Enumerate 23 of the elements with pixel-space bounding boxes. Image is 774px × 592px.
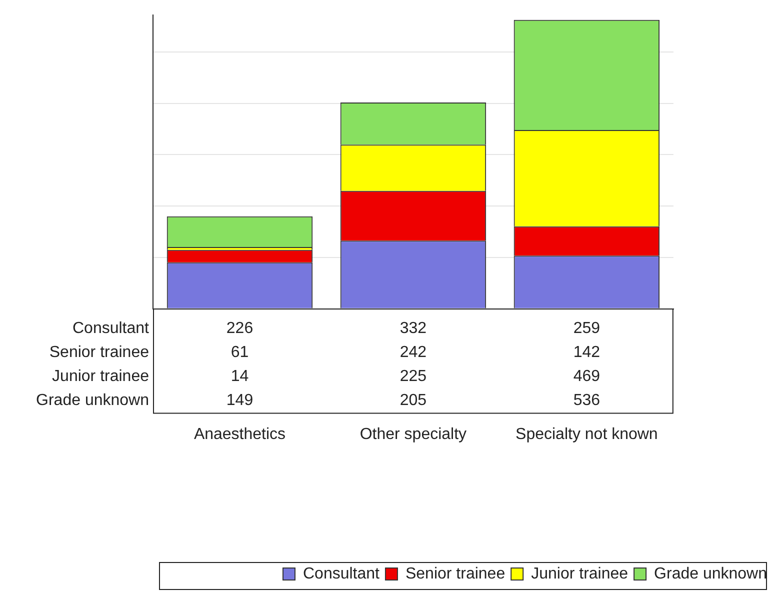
data-label: 61 [230,344,249,362]
data-label: 242 [400,344,427,362]
text: Grade unknown [36,392,149,410]
data-label: 205 [400,392,427,410]
data-label: 332 [400,320,427,338]
x-tick-label: Other specialty [360,426,467,443]
data-label: 259 [573,320,600,338]
legend-label: Consultant [302,565,380,582]
data-label: 142 [573,344,600,362]
legend-label: Junior trainee [531,565,628,582]
x-tick-label: Specialty not known [516,426,658,443]
data-label: 469 [573,368,600,386]
text: Consultant [72,320,149,338]
data-label: 14 [230,368,249,386]
data-label: 225 [400,368,427,386]
legend-label: Grade unknown [654,565,768,582]
data-label: 536 [573,392,600,410]
data-label: 226 [226,320,254,338]
x-tick-label: Anaesthetics [194,426,286,443]
legend-label: Senior trainee [405,565,506,582]
text: Senior trainee [49,344,149,362]
text: Junior trainee [52,368,149,386]
data-label: 149 [226,392,254,410]
